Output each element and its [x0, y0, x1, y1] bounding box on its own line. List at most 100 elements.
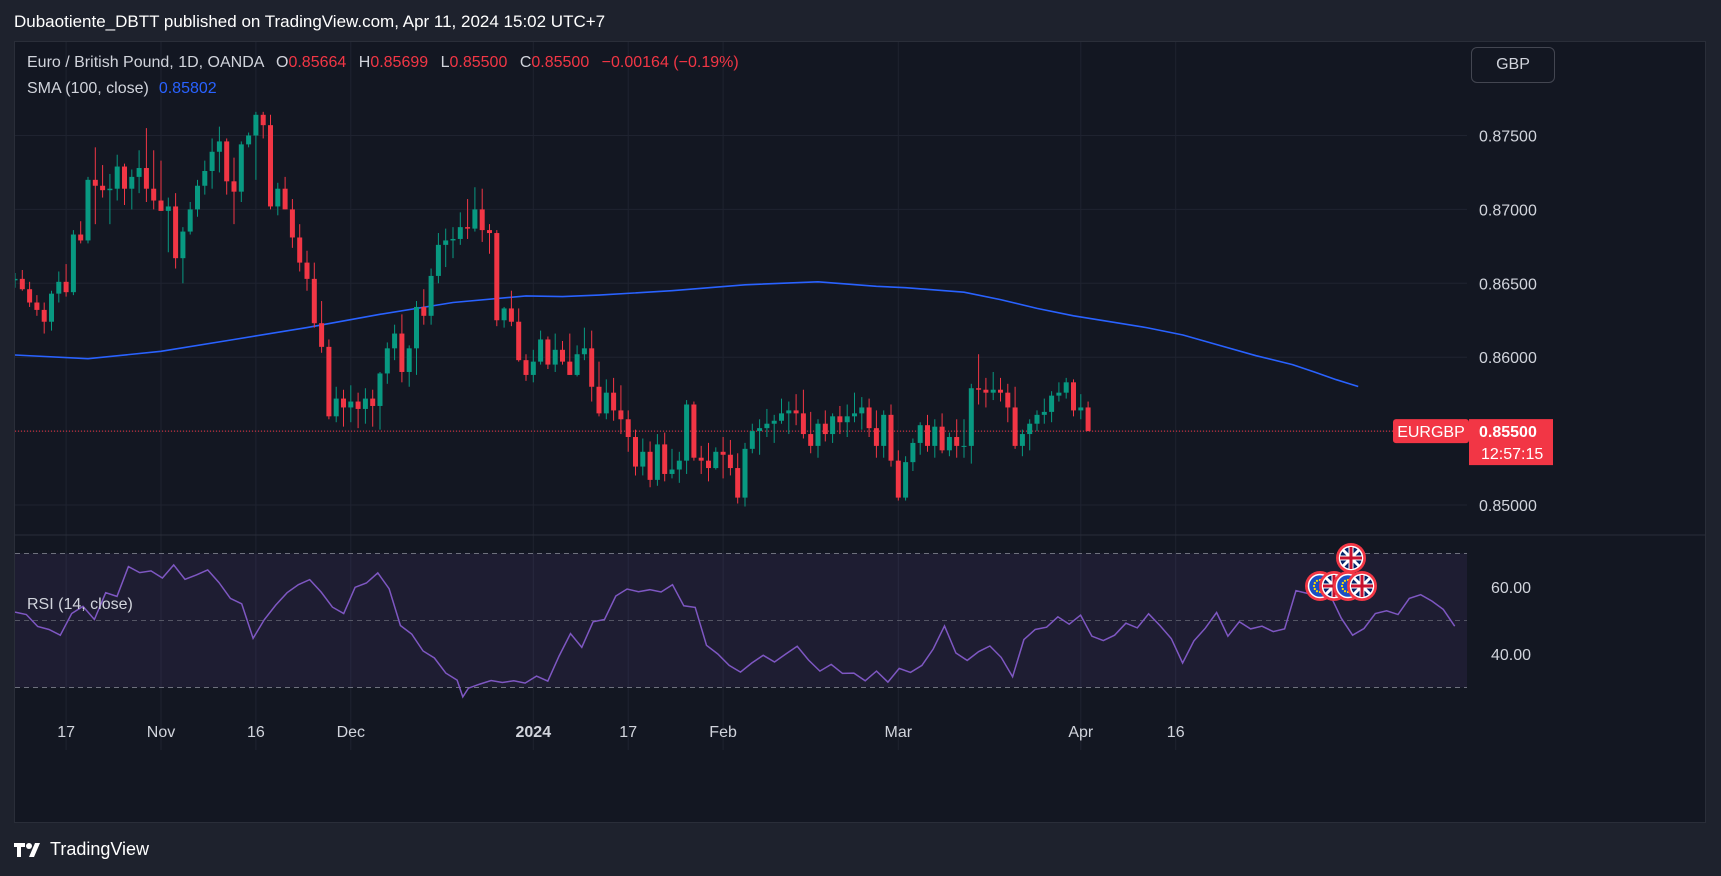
candle-body	[41, 309, 47, 322]
candle-body	[151, 188, 157, 201]
candle-body	[932, 426, 938, 446]
candle	[859, 397, 865, 430]
candle-body	[1085, 407, 1091, 432]
tradingview-logo-icon	[14, 842, 40, 857]
candle	[771, 414, 777, 443]
candle	[1063, 377, 1069, 399]
time-tick-label: Nov	[147, 724, 175, 741]
candle-body	[1041, 411, 1047, 415]
candle-body	[618, 410, 624, 420]
candle	[800, 389, 806, 439]
candle	[180, 227, 186, 284]
candle	[319, 301, 325, 353]
candle	[472, 187, 478, 232]
sma-label: SMA (100, close)	[27, 80, 149, 97]
candle-body	[633, 437, 638, 467]
candle	[231, 157, 237, 225]
candle	[282, 176, 288, 210]
candle-body	[49, 293, 54, 322]
candle-body	[479, 209, 485, 231]
candle-body	[1034, 414, 1040, 424]
candle	[633, 429, 638, 476]
candle	[567, 333, 573, 375]
candle	[786, 401, 792, 435]
symbol-name[interactable]: Euro / British Pound, 1D, OANDA	[27, 54, 264, 71]
candle	[640, 438, 646, 476]
candle	[720, 437, 726, 479]
chart-panel[interactable]: 0.87500 0.87000 0.86500 0.86000 0.85500 0.850…	[14, 41, 1706, 823]
candle	[998, 377, 1003, 402]
time-tick-label: Dec	[337, 724, 365, 741]
candle	[114, 154, 120, 201]
candle	[866, 398, 872, 438]
candle	[399, 314, 405, 383]
candle-body	[954, 437, 960, 446]
candle-body	[311, 278, 317, 324]
time-tick-label: 17	[57, 724, 75, 741]
candle-body	[1056, 392, 1062, 396]
candle	[779, 398, 784, 424]
candle-body	[713, 451, 719, 469]
flag-star	[1343, 590, 1347, 593]
candle-body	[706, 460, 711, 469]
candle	[822, 410, 828, 442]
tradingview-logo[interactable]: TradingView	[14, 839, 149, 860]
candle	[1034, 410, 1040, 432]
candles	[15, 111, 1091, 507]
flag-star	[1313, 587, 1316, 591]
candle	[603, 379, 609, 420]
candle-body	[297, 237, 303, 263]
candle-body	[443, 240, 449, 245]
candle-body	[319, 323, 325, 347]
price-tag: EURGBP 0.85500 12:57:15	[1393, 419, 1553, 466]
candle	[932, 419, 938, 458]
chart-canvas[interactable]: 0.87500 0.87000 0.86500 0.86000 0.85500 0.850…	[15, 42, 1705, 822]
sma-legend[interactable]: SMA (100, close) 0.85802	[27, 80, 217, 98]
high-key: H	[358, 54, 371, 71]
candle-body	[669, 469, 675, 474]
candle-body	[654, 444, 660, 480]
candle	[844, 404, 850, 438]
candle-body	[457, 227, 463, 239]
candle	[435, 233, 441, 284]
candle-body	[63, 281, 69, 293]
uk-event-icon[interactable]	[1336, 543, 1366, 573]
candle-body	[990, 389, 996, 393]
rsi-tick-label: 60.00	[1491, 580, 1531, 597]
flag-star	[1315, 590, 1319, 593]
close-value: 0.85500	[531, 54, 590, 71]
candle	[19, 269, 25, 291]
candle-body	[122, 166, 127, 189]
uk-event-icon[interactable]	[1347, 571, 1377, 601]
candle	[195, 179, 200, 217]
candle	[187, 202, 193, 235]
candle-body	[377, 373, 383, 406]
close-key: C	[519, 54, 532, 71]
candle-body	[881, 414, 887, 446]
candle	[129, 169, 135, 210]
rsi-legend[interactable]: RSI (14, close)	[27, 596, 133, 613]
candle-body	[961, 445, 967, 447]
flag-star	[1315, 579, 1319, 582]
candle-body	[238, 144, 244, 192]
candle-body	[538, 339, 544, 362]
candle	[100, 165, 106, 198]
candle-body	[983, 389, 989, 393]
candle	[508, 290, 514, 327]
candle-body	[465, 227, 471, 229]
candle	[377, 371, 383, 430]
candle	[450, 227, 456, 259]
candle	[355, 392, 361, 429]
candle	[903, 456, 909, 501]
time-axis: 17 Nov 16 Dec 2024 17 Feb Mar Apr 16	[57, 724, 1184, 741]
candle	[713, 447, 719, 470]
candle-body	[837, 416, 843, 423]
candle	[289, 199, 295, 248]
candle	[990, 371, 996, 401]
candle-body	[1071, 382, 1076, 411]
candle-body	[282, 188, 288, 210]
candle-body	[392, 333, 398, 349]
candle	[895, 450, 901, 501]
price-tag-bg	[1469, 419, 1553, 466]
currency-button[interactable]: GBP	[1471, 47, 1555, 83]
